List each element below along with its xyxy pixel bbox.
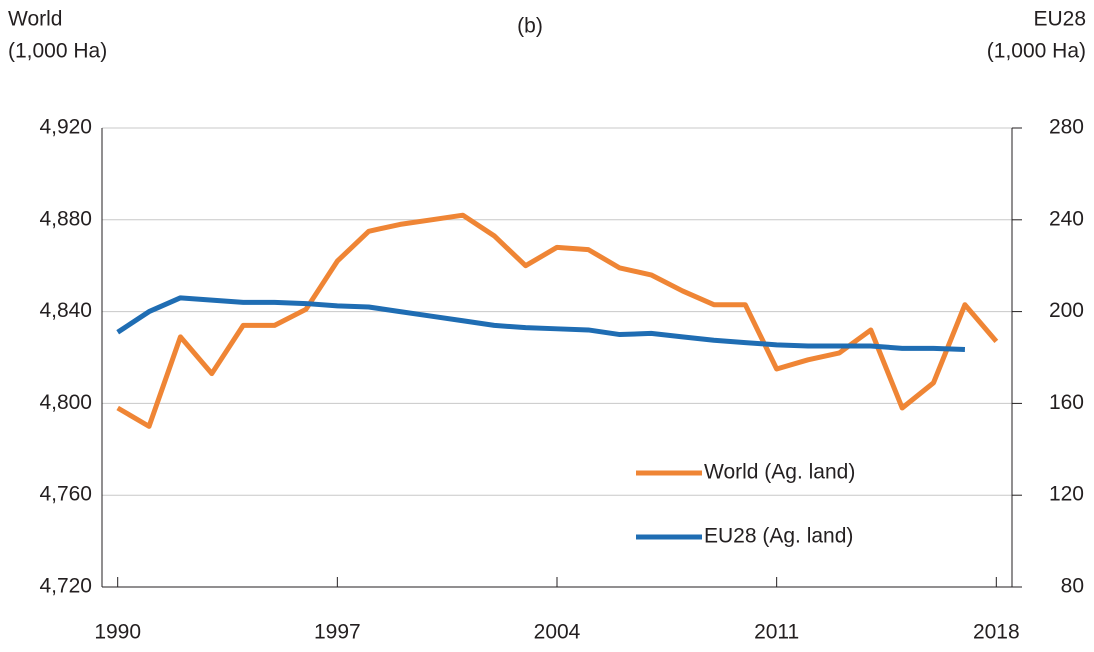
y-tick-label: 4,800 xyxy=(39,391,92,414)
series-line xyxy=(116,295,966,352)
y-tick-label: 4,720 xyxy=(39,575,92,598)
y-tick-label: 4,880 xyxy=(39,207,92,230)
y2-tick-label: 160 xyxy=(1049,391,1084,414)
y-axis-label: (1,000 Ha) xyxy=(8,40,107,63)
y2-tick-label: 120 xyxy=(1049,483,1084,506)
x-tick-label: 2004 xyxy=(534,621,581,644)
y-tick-label: 4,760 xyxy=(39,483,92,506)
x-tick-label: 2018 xyxy=(973,621,1020,644)
y2-axis-label: EU28 xyxy=(1033,8,1086,31)
y2-axis-label: (1,000 Ha) xyxy=(987,40,1086,63)
y2-tick-label: 200 xyxy=(1049,299,1084,322)
x-tick-label: 1997 xyxy=(314,621,361,644)
y-tick-label: 4,920 xyxy=(39,116,92,139)
series-line xyxy=(116,212,999,429)
y2-tick-label: 80 xyxy=(1061,575,1084,598)
legend-label: World (Ag. land) xyxy=(704,461,855,484)
legend-label: EU28 (Ag. land) xyxy=(704,525,853,548)
x-tick-label: 1990 xyxy=(94,621,141,644)
y-tick-label: 4,840 xyxy=(39,299,92,322)
y-axis-label: World xyxy=(8,8,62,31)
x-tick-label: 2011 xyxy=(754,621,799,644)
chart-title: (b) xyxy=(517,15,543,38)
y2-tick-label: 240 xyxy=(1049,207,1084,230)
y2-tick-label: 280 xyxy=(1049,116,1084,139)
